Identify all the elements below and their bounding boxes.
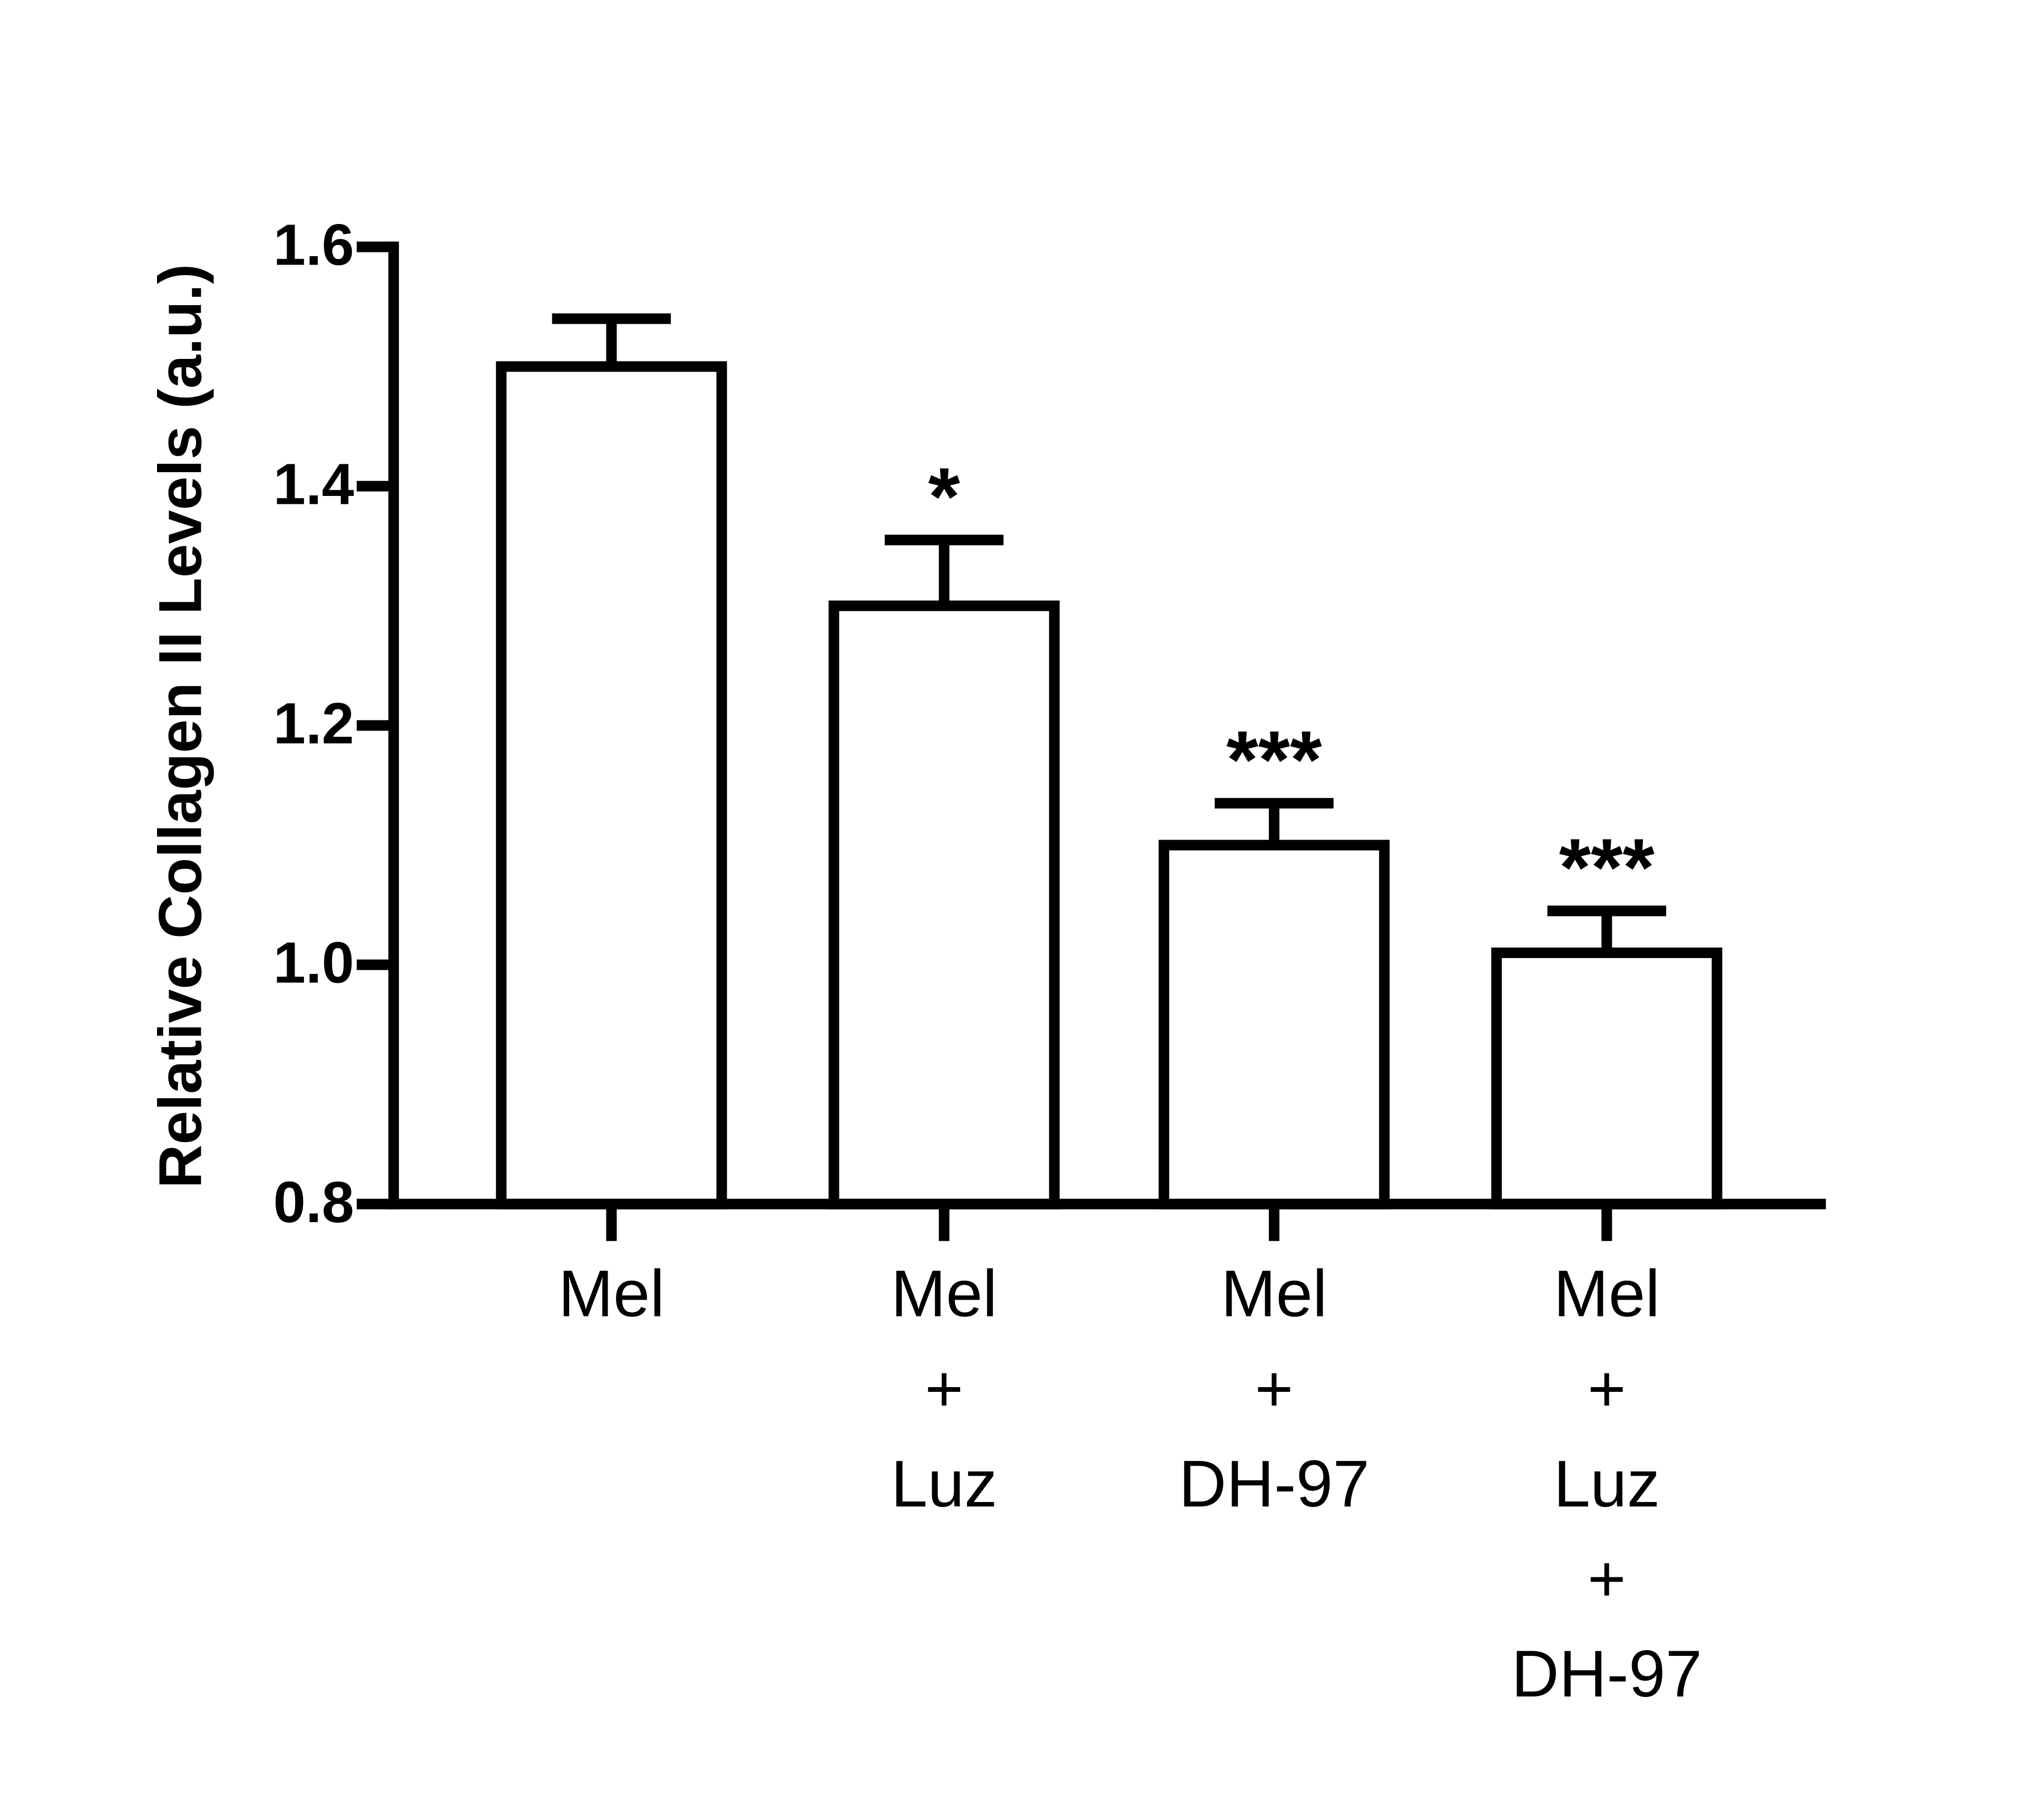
- y-tick-label: 1.6: [273, 213, 354, 278]
- bar: [1158, 840, 1390, 1210]
- significance-label: *: [928, 451, 960, 542]
- bar: [828, 600, 1060, 1210]
- significance-label: ***: [1226, 714, 1322, 805]
- y-tick-label: 1.4: [273, 452, 354, 517]
- x-tick-label-box: Mel + DH-97: [1178, 1256, 1370, 1521]
- x-tick-label: Mel + Luz: [891, 1256, 997, 1521]
- y-tick-label: 1.2: [273, 691, 354, 756]
- bar: [496, 361, 727, 1210]
- y-tick-label: 0.8: [273, 1170, 354, 1235]
- significance-label: ***: [1559, 821, 1655, 913]
- bar: [1491, 947, 1723, 1210]
- y-tick-label: 1.0: [273, 931, 354, 996]
- x-tick-label-box: Mel: [558, 1256, 665, 1331]
- x-tick-label-box: Mel + Luz + DH-97: [1511, 1256, 1703, 1711]
- y-axis-label: Relative Collagen II Levels (a.u.): [147, 264, 214, 1188]
- x-tick-label: Mel + DH-97: [1178, 1256, 1370, 1521]
- x-tick-label-box: Mel + Luz: [891, 1256, 997, 1521]
- x-tick-label: Mel: [558, 1256, 665, 1331]
- x-tick-label: Mel + Luz + DH-97: [1511, 1256, 1703, 1711]
